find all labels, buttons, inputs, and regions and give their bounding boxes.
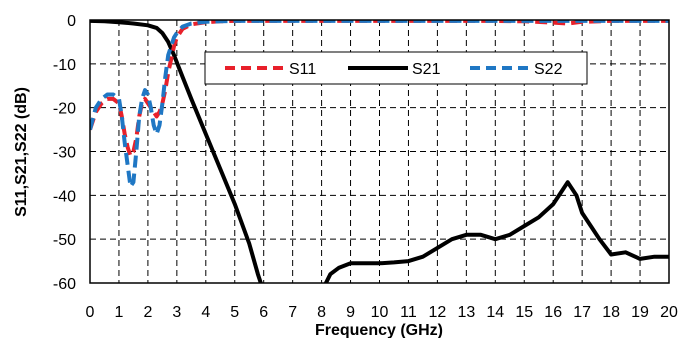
x-tick-label: 7 [288, 304, 297, 321]
tick-labels: 0 1 2 3 4 5 6 7 8 9 10 11 12 13 14 15 16 17 18 19 200-10-20-… [53, 13, 678, 321]
x-tick-label: 18 [602, 304, 620, 321]
y-tick-label: -30 [53, 145, 76, 162]
y-axis-title: S11,S21,S22 (dB) [13, 87, 30, 217]
x-tick-label: 3 [172, 304, 181, 321]
y-tick-label: -10 [53, 57, 76, 74]
x-tick-label: 19 [631, 304, 649, 321]
legend-label-s11: S11 [289, 61, 316, 78]
x-tick-label: 5 [230, 304, 239, 321]
x-tick-label: 16 [544, 304, 562, 321]
y-tick-label: -20 [53, 101, 76, 118]
x-tick-label: 13 [457, 304, 475, 321]
x-tick-label: 9 [346, 304, 355, 321]
series-group [90, 20, 669, 283]
x-tick-label: 15 [515, 304, 533, 321]
legend-label-s22: S22 [534, 61, 563, 78]
x-tick-label: 2 [143, 304, 152, 321]
legend: S11 S21 S22 [204, 51, 588, 85]
y-tick-label: -60 [53, 276, 76, 293]
x-tick-label: 12 [429, 304, 447, 321]
y-tick-label: 0 [67, 13, 76, 30]
series-line-s11 [90, 20, 669, 158]
x-tick-label: 11 [400, 304, 417, 321]
y-tick-label: -50 [53, 232, 76, 249]
x-tick-label: 20 [660, 304, 678, 321]
legend-label-s21: S21 [412, 61, 441, 78]
series-line-s21 [90, 20, 669, 283]
x-tick-label: 4 [201, 304, 210, 321]
y-tick-label: -40 [53, 188, 76, 205]
series-line-s22 [90, 20, 669, 189]
x-tick-label: 8 [317, 304, 326, 321]
plot-frame [89, 19, 670, 284]
x-tick-label: 14 [486, 304, 504, 321]
x-tick-label: 6 [259, 304, 268, 321]
x-tick-label: 10 [371, 304, 389, 321]
x-tick-label: 17 [573, 304, 591, 321]
x-tick-label: 1 [114, 304, 123, 321]
x-tick-label: 0 [86, 304, 95, 321]
x-axis-title: Frequency (GHz) [315, 322, 443, 338]
